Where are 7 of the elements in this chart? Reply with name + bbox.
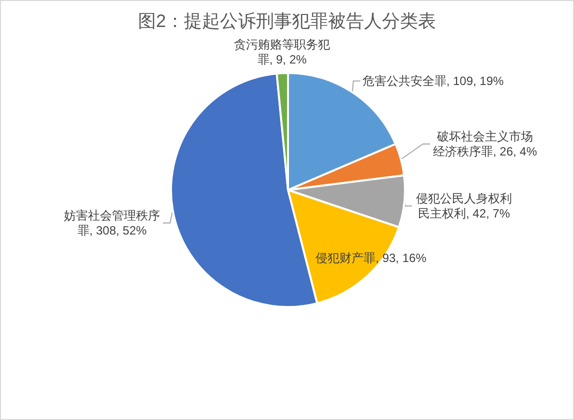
chart-title: 图2：提起公诉刑事犯罪被告人分类表 — [138, 11, 436, 31]
slice-label: 贪污贿赂等职务犯罪, 9, 2% — [234, 38, 330, 66]
slice-label: 危害公共安全罪, 109, 19% — [362, 74, 504, 88]
slice-label: 破坏社会主义市场经济秩序罪, 26, 4% — [432, 130, 538, 158]
slice-label: 妨害社会管理秩序罪, 308, 52% — [64, 208, 160, 238]
slice-label: 侵犯财产罪, 93, 16% — [316, 251, 427, 265]
slice-label: 侵犯公民人身权利民主权利, 42, 7% — [416, 192, 512, 220]
